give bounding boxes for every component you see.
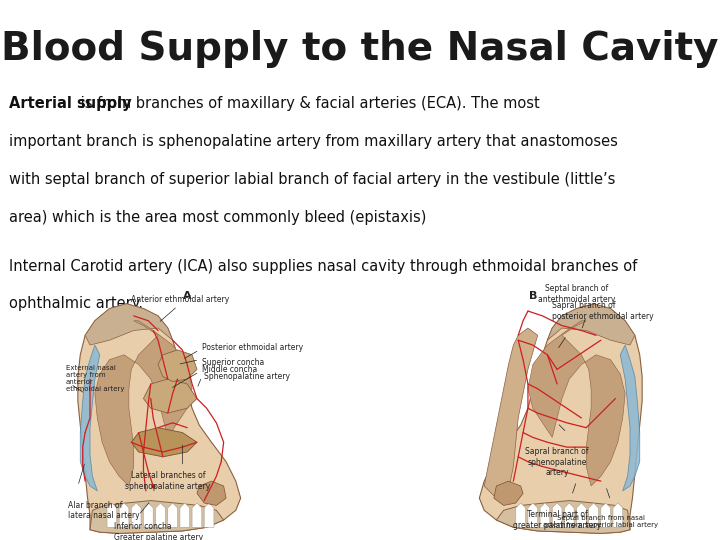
Polygon shape (540, 503, 550, 527)
Polygon shape (494, 481, 523, 505)
Polygon shape (485, 328, 538, 501)
Text: Internal Carotid artery (ICA) also supplies nasal cavity through ethmoidal branc: Internal Carotid artery (ICA) also suppl… (9, 259, 637, 274)
Text: A: A (183, 291, 192, 301)
Polygon shape (496, 501, 630, 534)
Polygon shape (158, 350, 197, 381)
Polygon shape (621, 345, 640, 491)
Text: Arterial supply: Arterial supply (9, 96, 131, 111)
Polygon shape (143, 379, 197, 413)
Polygon shape (168, 503, 178, 527)
Text: Septal branch from nasal
artery from superior labial artery: Septal branch from nasal artery from sup… (544, 515, 658, 528)
Text: External nasal
artery from
anterior
ethmoidal artery: External nasal artery from anterior ethm… (66, 364, 125, 391)
Polygon shape (131, 503, 141, 527)
Polygon shape (156, 503, 166, 527)
Text: Terminal part of
greater palatine artery: Terminal part of greater palatine artery (513, 510, 601, 530)
Text: Lateral branches of
sphenopalatine artery: Lateral branches of sphenopalatine arter… (125, 471, 210, 491)
Text: area) which is the area most commonly bleed (epistaxis): area) which is the area most commonly bl… (9, 210, 426, 225)
Polygon shape (528, 503, 538, 527)
Polygon shape (516, 503, 526, 527)
Text: Sphenopalatine artery: Sphenopalatine artery (204, 372, 290, 381)
Polygon shape (480, 303, 642, 534)
Text: ophthalmic artery.: ophthalmic artery. (9, 296, 143, 312)
Polygon shape (131, 428, 197, 457)
Polygon shape (613, 503, 623, 527)
Polygon shape (589, 503, 598, 527)
Polygon shape (577, 503, 586, 527)
Polygon shape (552, 503, 562, 527)
Text: Inferior concha
Greater palatine artery: Inferior concha Greater palatine artery (114, 523, 204, 540)
Text: Sapral branch of
sphenopalatine
artery: Sapral branch of sphenopalatine artery (526, 447, 589, 477)
Polygon shape (81, 345, 99, 491)
Text: is from branches of maxillary & facial arteries (ECA). The most: is from branches of maxillary & facial a… (76, 96, 539, 111)
Polygon shape (204, 503, 214, 527)
Polygon shape (547, 303, 635, 345)
Polygon shape (78, 303, 240, 534)
Text: B: B (528, 291, 537, 301)
Text: Sapral branch of
posterior ethmoidal artery: Sapral branch of posterior ethmoidal art… (552, 301, 654, 321)
Polygon shape (528, 321, 625, 486)
Text: Superior concha: Superior concha (202, 357, 264, 367)
Polygon shape (120, 503, 129, 527)
Text: important branch is sphenopalatine artery from maxillary artery that anastomoses: important branch is sphenopalatine arter… (9, 134, 618, 149)
Text: Posterior ethmoidal artery: Posterior ethmoidal artery (202, 343, 303, 352)
Polygon shape (180, 503, 189, 527)
Polygon shape (95, 321, 192, 486)
Text: Alar branch of
latera nasal artery: Alar branch of latera nasal artery (68, 501, 140, 520)
Polygon shape (192, 503, 202, 527)
Polygon shape (107, 503, 117, 527)
Text: Blood Supply to the Nasal Cavity: Blood Supply to the Nasal Cavity (1, 30, 719, 68)
Polygon shape (90, 501, 224, 534)
Polygon shape (197, 481, 226, 505)
Text: Septal branch of
antethmoidal artery: Septal branch of antethmoidal artery (538, 285, 615, 303)
Polygon shape (601, 503, 611, 527)
Polygon shape (143, 503, 153, 527)
Polygon shape (85, 303, 173, 345)
Text: Anterior ethmoidal artery: Anterior ethmoidal artery (131, 295, 229, 303)
Text: with septal branch of superior labial branch of facial artery in the vestibule (: with septal branch of superior labial br… (9, 172, 615, 187)
Text: Middle concha: Middle concha (202, 365, 257, 374)
Polygon shape (564, 503, 574, 527)
